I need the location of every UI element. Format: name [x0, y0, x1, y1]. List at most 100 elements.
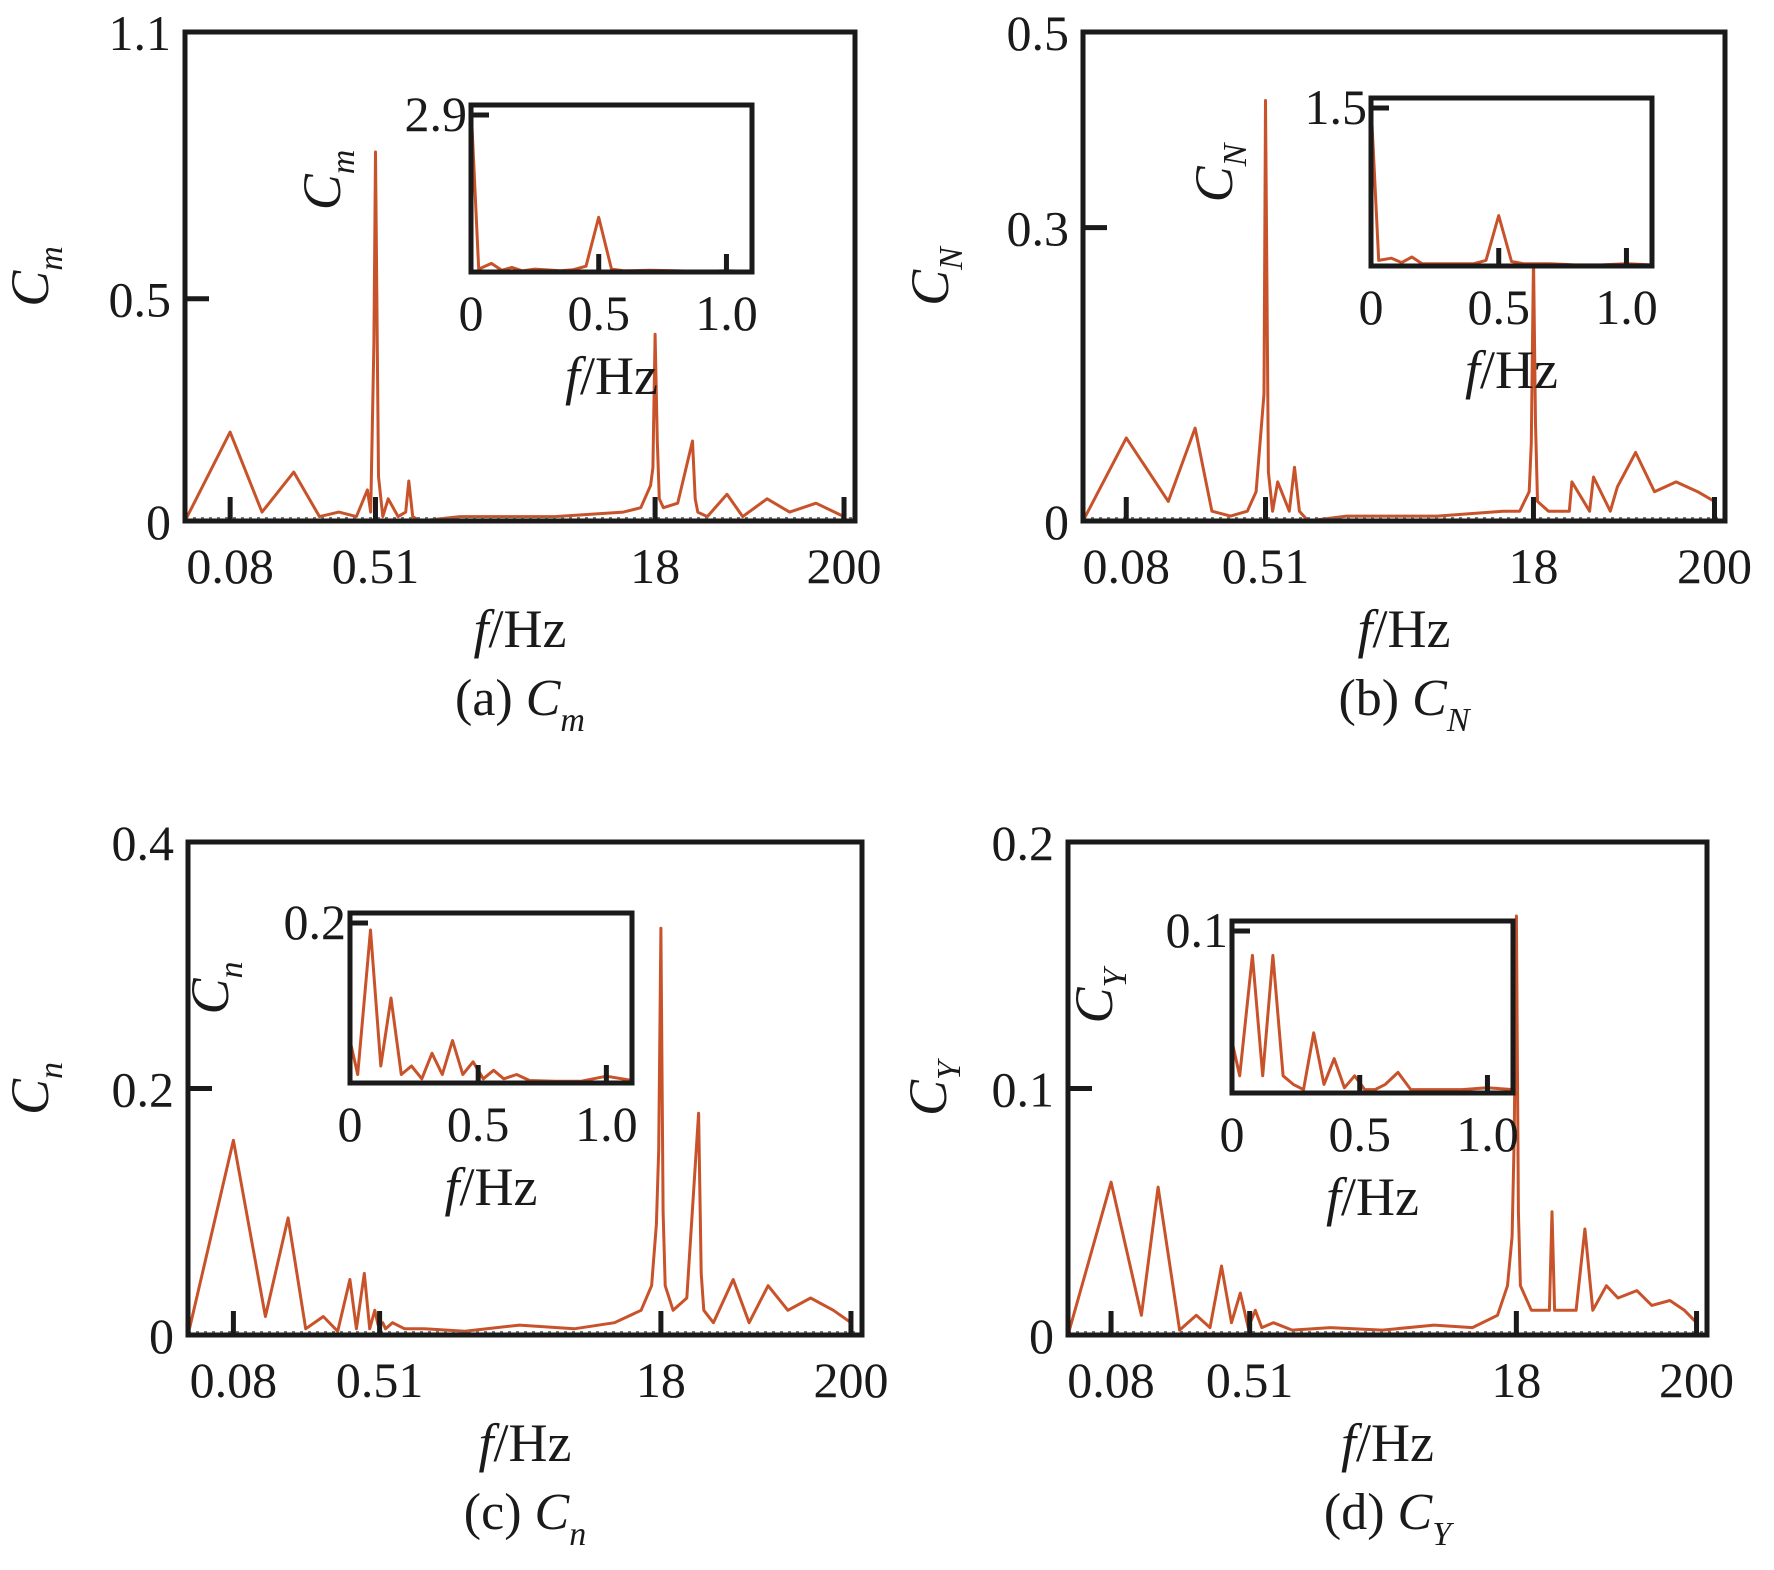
- x-tick-label: 18: [1491, 1352, 1541, 1408]
- inset-y-tick-label: 0.2: [284, 894, 347, 950]
- x-axis-title: f/Hz: [1358, 599, 1451, 659]
- x-tick-label: 0.51: [1222, 538, 1310, 594]
- inset-y-axis-title-var: C: [1184, 165, 1244, 202]
- x-tick-label: 200: [1659, 1352, 1734, 1408]
- inset-y-tick-label: 2.9: [405, 86, 468, 142]
- y-axis-title-var: C: [898, 1079, 958, 1116]
- inset-x-tick-label: 0: [338, 1096, 363, 1152]
- plot-frame: [1080, 29, 1728, 524]
- inset-y-tick-label: 1.5: [1305, 79, 1368, 135]
- series-line-C_m: [183, 150, 845, 523]
- inset-y-axis-title-var: C: [292, 173, 352, 210]
- x-tick-label: 0.08: [1067, 1352, 1155, 1408]
- inset-b: 0 0.5 1.0 1.5 f/Hz CN: [1184, 79, 1658, 400]
- inset-x-tick-label: 0.5: [1328, 1106, 1391, 1162]
- inset-c: 0 0.5 1.0 0.2 f/Hz Cn: [180, 894, 638, 1217]
- panel-caption: (a) Cm: [455, 670, 585, 739]
- y-tick-label: 0.2: [992, 815, 1055, 871]
- x-axis-title-unit: /Hz: [1356, 1413, 1434, 1473]
- inset-x-tick-label: 1.0: [695, 285, 758, 341]
- inset-y-axis-title-subscript: N: [1217, 141, 1254, 167]
- x-tick-label: 0.51: [332, 538, 420, 594]
- x-tick-label: 0.51: [1206, 1352, 1294, 1408]
- x-tick-label: 0.51: [336, 1352, 424, 1408]
- y-tick-label: 0.4: [112, 815, 175, 871]
- inset-x-axis-title: f/Hz: [565, 346, 658, 406]
- caption-var: C: [1398, 1484, 1434, 1541]
- inset-y-tick-label: 0.1: [1166, 902, 1229, 958]
- inset-background: [471, 105, 752, 272]
- caption-var: C: [1412, 670, 1448, 727]
- panel-caption: (c) Cn: [464, 1484, 586, 1553]
- inset-background: [350, 913, 632, 1083]
- x-axis-title: f/Hz: [474, 599, 567, 659]
- inset-x-tick-label: 0.5: [1467, 279, 1530, 335]
- inset-x-axis-title-unit: /Hz: [580, 346, 658, 406]
- x-tick-label: 18: [1508, 538, 1558, 594]
- caption-prefix: (c): [464, 1484, 535, 1541]
- inset-y-axis-title: CN: [1184, 141, 1254, 202]
- inset-y-axis-title-var: C: [180, 978, 240, 1015]
- inset-y-axis-title: Cn: [180, 961, 250, 1014]
- x-tick-label: 18: [636, 1352, 686, 1408]
- inset-x-tick-label: 1.0: [575, 1096, 638, 1152]
- caption-var: C: [535, 1484, 571, 1541]
- y-axis-title: CN: [900, 245, 970, 306]
- y-tick-label: 0: [146, 494, 171, 550]
- inset-y-axis-title: CY: [1064, 965, 1134, 1023]
- caption-subscript: Y: [1432, 1516, 1454, 1553]
- inset-x-tick-label: 0: [1220, 1106, 1245, 1162]
- x-tick-label: 0.08: [1083, 538, 1171, 594]
- y-axis-title-subscript: N: [933, 245, 970, 271]
- inset-x-tick-label: 0.5: [447, 1096, 510, 1152]
- inset-x-tick-label: 0.5: [567, 285, 630, 341]
- series-line-C_N: [1081, 99, 1716, 523]
- inset-x-axis-title-unit: /Hz: [1480, 340, 1558, 400]
- y-axis-title-subscript: Y: [931, 1058, 968, 1080]
- series-line-C_Y: [1066, 914, 1698, 1336]
- x-axis-title-unit: /Hz: [494, 1413, 572, 1473]
- inset-x-tick-label: 1.0: [1595, 279, 1658, 335]
- caption-subscript: n: [569, 1516, 586, 1553]
- x-tick-label: 0.08: [190, 1352, 278, 1408]
- y-tick-label: 0.3: [1007, 201, 1070, 257]
- inset-x-tick-label: 0: [459, 285, 484, 341]
- series-line-C_n: [186, 926, 852, 1336]
- y-axis-title-var: C: [0, 1078, 60, 1115]
- inset-a: 0 0.5 1.0 2.9 f/Hz Cm: [292, 86, 758, 406]
- y-axis-title-subscript: n: [33, 1062, 70, 1079]
- x-axis-title-unit: /Hz: [489, 599, 567, 659]
- y-tick-label: 1.1: [109, 5, 172, 61]
- caption-subscript: N: [1446, 702, 1472, 739]
- x-tick-label: 18: [630, 538, 680, 594]
- inset-background: [1232, 921, 1513, 1093]
- y-axis-title: Cm: [0, 246, 70, 307]
- inset-x-tick-label: 1.0: [1456, 1106, 1519, 1162]
- y-tick-label: 0.5: [109, 272, 172, 328]
- x-tick-label: 200: [1677, 538, 1752, 594]
- caption-prefix: (d): [1324, 1484, 1398, 1541]
- y-tick-label: 0: [1044, 494, 1069, 550]
- x-axis-title: f/Hz: [1341, 1413, 1434, 1473]
- inset-y-axis-title: Cm: [292, 150, 362, 211]
- panel-caption: (d) CY: [1324, 1484, 1454, 1553]
- inset-background: [1371, 98, 1652, 266]
- inset-x-axis-title: f/Hz: [1326, 1167, 1419, 1227]
- y-tick-label: 0.1: [992, 1062, 1055, 1118]
- y-tick-label: 0: [149, 1308, 174, 1364]
- y-tick-label: 0.2: [112, 1062, 175, 1118]
- inset-frame: [468, 102, 755, 275]
- inset-d: 0 0.5 1.0 0.1 f/Hz CY: [1064, 902, 1519, 1227]
- inset-y-axis-title-subscript: n: [213, 961, 250, 978]
- inset-frame: [1368, 95, 1655, 269]
- caption-prefix: (b): [1338, 670, 1412, 727]
- inset-x-axis-title-unit: /Hz: [460, 1157, 538, 1217]
- inset-y-axis-title-subscript: m: [325, 150, 362, 175]
- y-axis-title-subscript: m: [33, 246, 70, 271]
- x-axis-title-unit: /Hz: [1373, 599, 1451, 659]
- x-tick-label: 200: [807, 538, 882, 594]
